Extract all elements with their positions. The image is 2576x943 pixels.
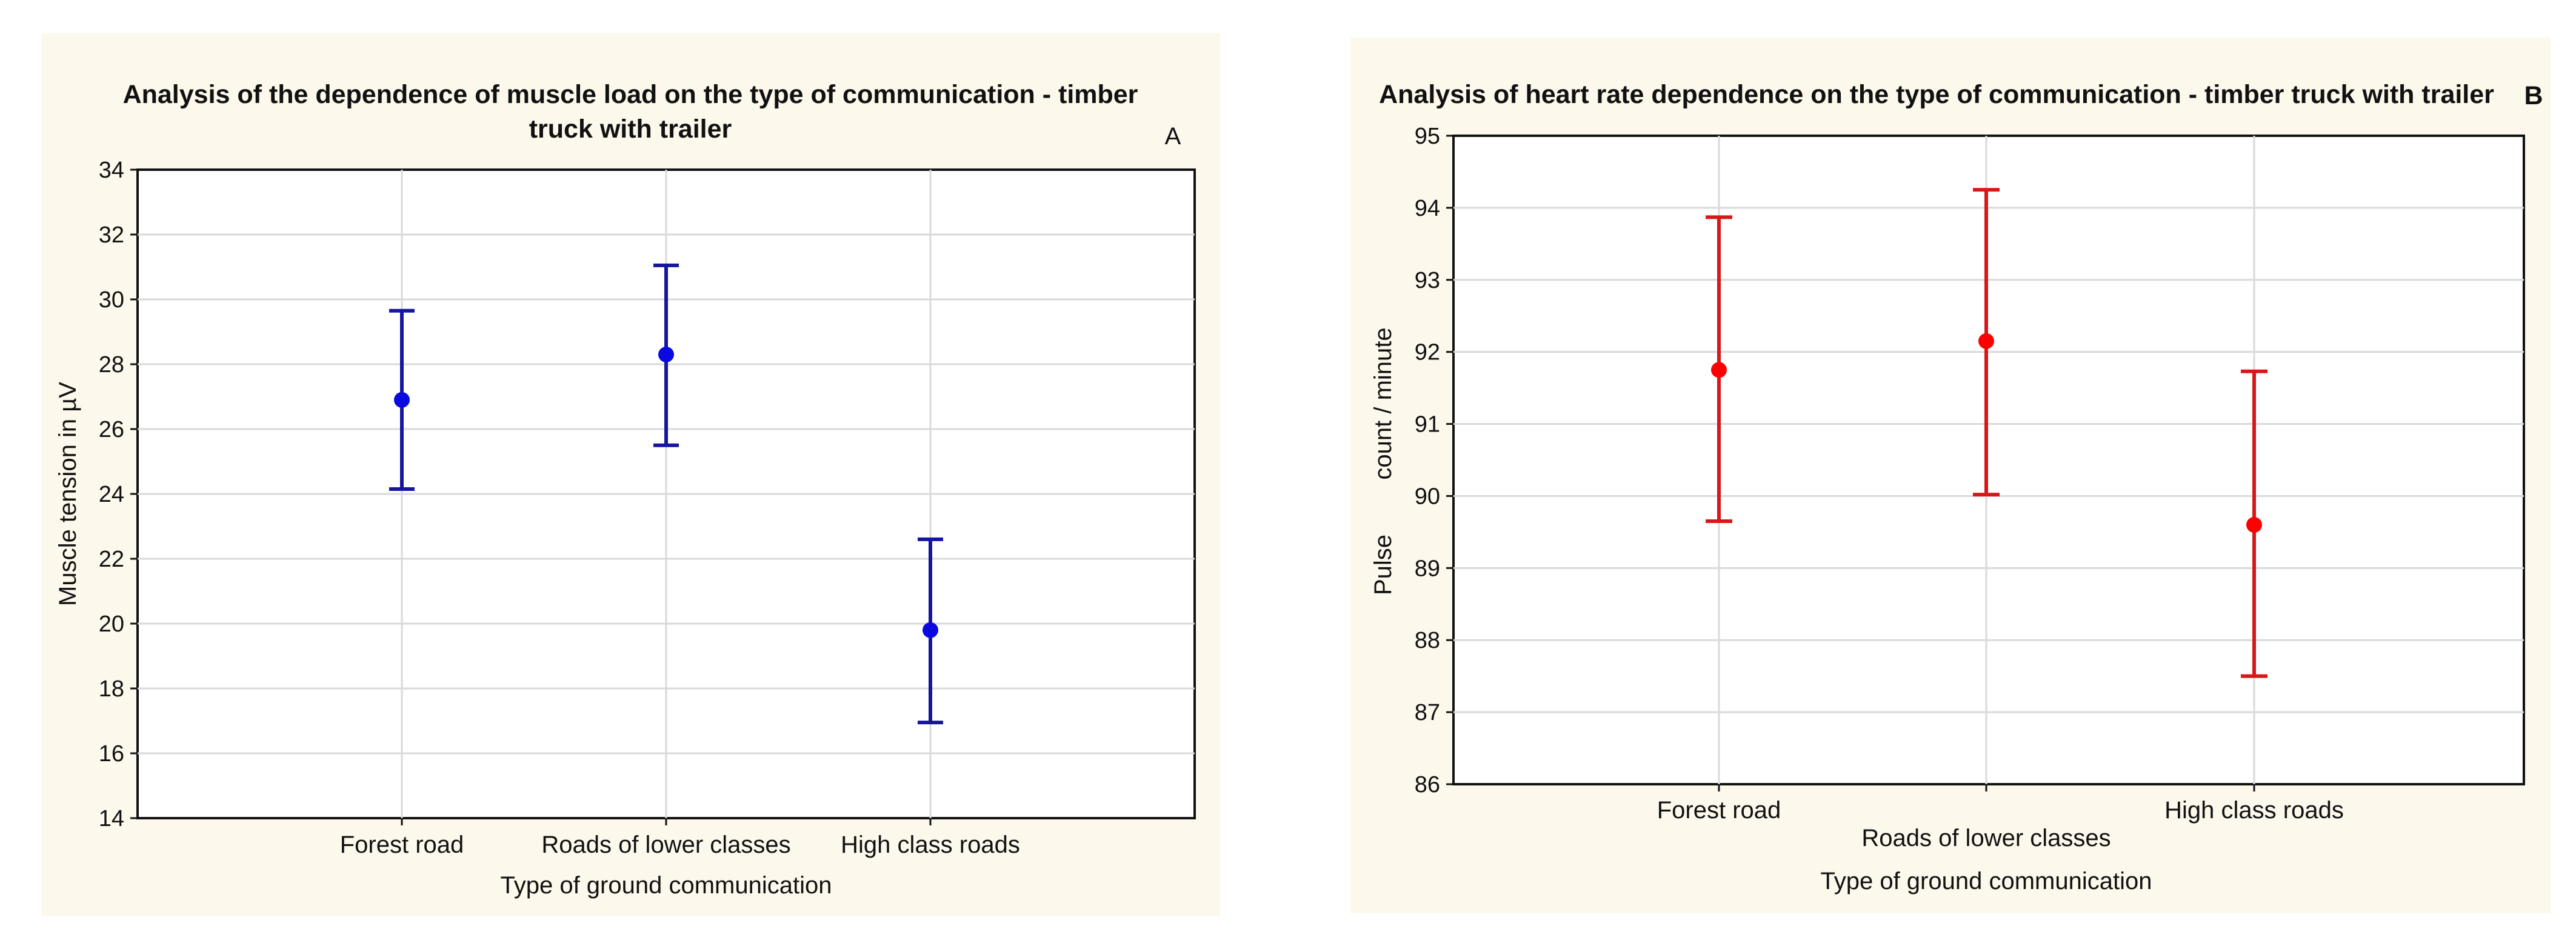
panel-b-label: B (2524, 81, 2543, 110)
panel-a-title-line-1: Analysis of the dependence of muscle loa… (123, 80, 1138, 109)
panel-b-x-tick-label: Forest road (1657, 797, 1781, 824)
panel-b-y-tick-label: 95 (1415, 124, 1440, 149)
panel-b-mean-point (1978, 333, 1994, 349)
panel-a-y-tick-label: 22 (99, 547, 124, 572)
panel-b-y-tick-label: 86 (1415, 772, 1440, 798)
panel-b-x-axis-label: Type of ground communication (1821, 868, 2152, 895)
panel-a-y-tick-label: 30 (99, 287, 124, 313)
panel-a-y-tick-label: 14 (99, 806, 124, 831)
panel-a-x-ticks: Forest road Roads of lower classes High cl… (340, 818, 1020, 858)
panel-a-y-tick-label: 34 (99, 158, 124, 183)
panel-a-x-tick-label: Roads of lower classes (541, 831, 790, 858)
panel-a-title-line-2: truck with trailer (529, 115, 732, 144)
panel-b-y-axis-label-line-2: count / minute (1370, 327, 1396, 479)
panel-a-label: A (1165, 123, 1181, 150)
panel-b-y-tick-label: 91 (1415, 412, 1440, 438)
panel-b-y-tick-label: 88 (1415, 628, 1440, 653)
panel-a-mean-point (394, 392, 410, 408)
panel-a: Analysis of the dependence of muscle loa… (41, 33, 1220, 916)
panel-b-y-tick-label: 92 (1415, 340, 1440, 365)
panel-b-title: Analysis of heart rate dependence on the… (1379, 80, 2494, 109)
panel-a-marks (389, 263, 943, 725)
panel-a-y-tick-label: 28 (99, 352, 124, 378)
panel-b: Analysis of heart rate dependence on the… (1350, 38, 2551, 913)
panel-b-y-axis-label-line-1: Pulse (1370, 535, 1396, 595)
panel-b-y-tick-label: 89 (1415, 556, 1440, 581)
panel-b-marks (1706, 188, 2267, 678)
panel-b-y-tick-label: 93 (1415, 268, 1440, 293)
panel-a-y-tick-label: 18 (99, 676, 124, 702)
panel-a-x-axis-label: Type of ground communication (501, 872, 832, 899)
panel-a-y-tick-label: 20 (99, 611, 124, 637)
panel-b-x-tick-label: High class roads (2164, 797, 2344, 824)
panel-a-y-tick-label: 16 (99, 741, 124, 767)
panel-a-x-tick-label: Forest road (340, 831, 464, 858)
panel-a-y-ticks: 14 16 18 20 22 24 26 28 30 32 34 (99, 158, 138, 831)
panel-b-y-tick-label: 94 (1415, 196, 1440, 221)
panel-a-y-axis-label: Muscle tension in µV (55, 382, 81, 606)
panel-b-y-ticks: 86 87 88 89 90 91 92 93 94 95 (1415, 124, 1453, 798)
panel-b-mean-point (1711, 362, 1727, 378)
panel-a-x-tick-label: High class roads (841, 831, 1020, 858)
panel-a-mean-point (923, 622, 938, 638)
panel-a-y-tick-label: 24 (99, 482, 124, 507)
panel-b-x-tick-label: Roads of lower classes (1861, 825, 2111, 851)
panel-a-y-tick-label: 32 (99, 222, 124, 248)
panel-a-y-tick-label: 26 (99, 417, 124, 442)
panel-b-y-tick-label: 87 (1415, 700, 1440, 725)
panel-b-x-ticks: Forest road Roads of lower classes High cl… (1657, 784, 2344, 851)
panel-b-plot-area (1452, 135, 2525, 785)
panel-a-mean-point (658, 346, 674, 362)
panel-b-mean-point (2246, 517, 2262, 533)
panel-b-y-tick-label: 90 (1415, 484, 1440, 509)
